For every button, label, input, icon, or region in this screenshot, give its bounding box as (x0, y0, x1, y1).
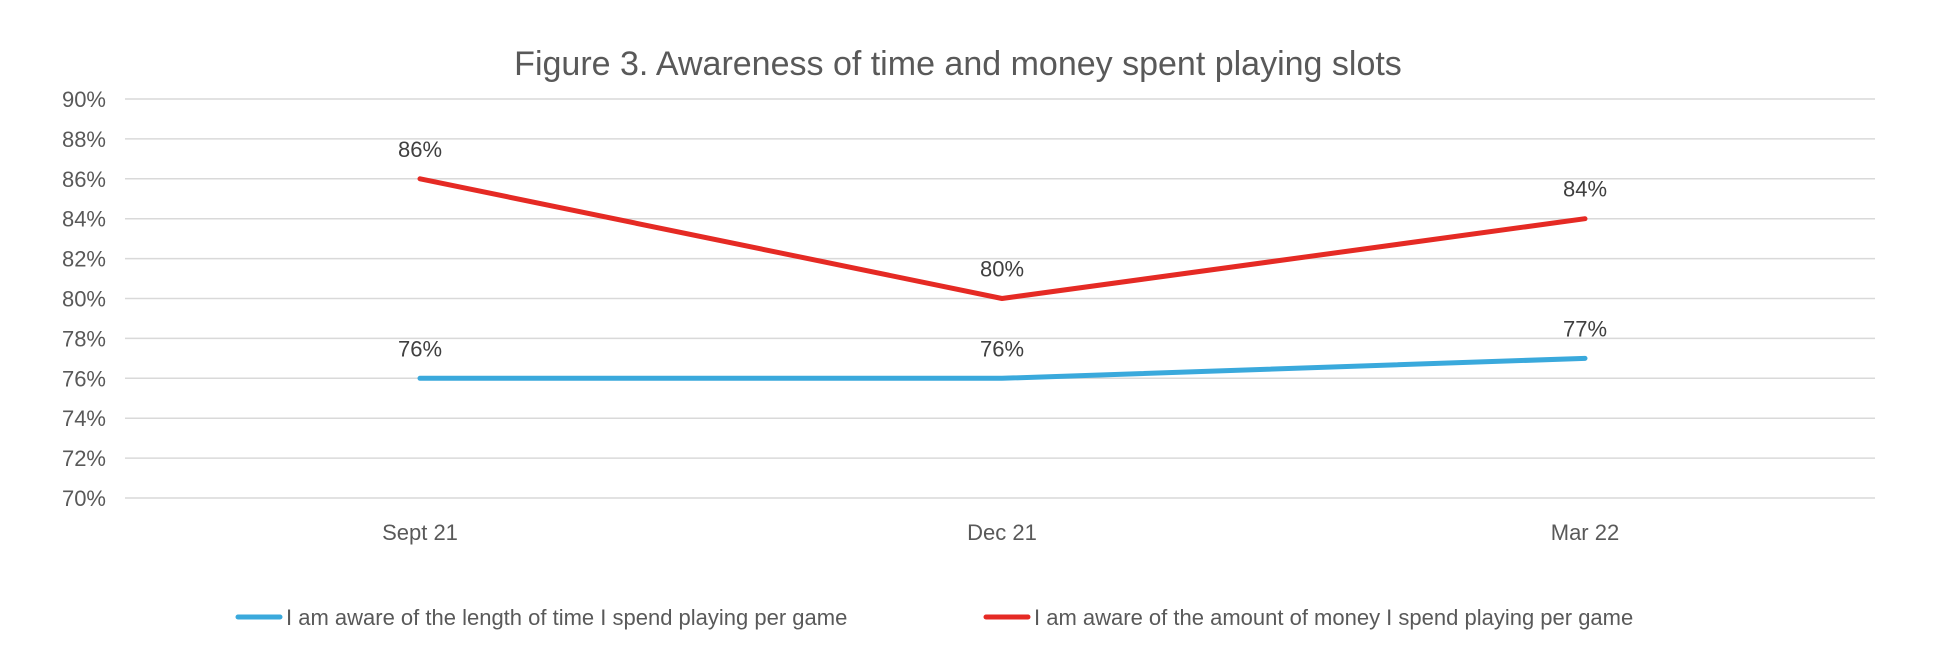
series-line-2 (417, 176, 1588, 301)
data-labels: 76% 76% 77% 86% 80% 84% (398, 137, 1607, 361)
data-label: 84% (1563, 177, 1607, 202)
legend: I am aware of the length of time I spend… (235, 605, 1633, 630)
x-tick-label: Sept 21 (382, 520, 458, 545)
x-tick-label: Mar 22 (1551, 520, 1619, 545)
data-label: 77% (1563, 316, 1607, 341)
legend-label-2: I am aware of the amount of money I spen… (1034, 605, 1633, 630)
y-tick-label: 74% (62, 406, 106, 431)
y-tick-label: 86% (62, 167, 106, 192)
x-tick-label: Dec 21 (967, 520, 1037, 545)
data-label: 86% (398, 137, 442, 162)
series-line-1 (417, 355, 1588, 381)
y-tick-label: 82% (62, 247, 106, 272)
data-label: 80% (980, 257, 1024, 282)
y-axis-ticks: 70% 72% 74% 76% 78% 80% 82% 84% 86% 88% 90% (62, 87, 106, 511)
y-tick-label: 84% (62, 207, 106, 232)
x-axis-ticks: Sept 21 Dec 21 Mar 22 (382, 520, 1619, 545)
y-tick-label: 80% (62, 287, 106, 312)
y-tick-label: 78% (62, 326, 106, 351)
y-tick-label: 76% (62, 366, 106, 391)
data-label: 76% (980, 336, 1024, 361)
y-tick-label: 70% (62, 486, 106, 511)
y-tick-label: 72% (62, 446, 106, 471)
legend-label-1: I am aware of the length of time I spend… (286, 605, 847, 630)
y-tick-label: 90% (62, 87, 106, 112)
y-tick-label: 88% (62, 127, 106, 152)
series-lines (417, 176, 1588, 381)
data-label: 76% (398, 336, 442, 361)
chart-title: Figure 3. Awareness of time and money sp… (514, 45, 1402, 83)
